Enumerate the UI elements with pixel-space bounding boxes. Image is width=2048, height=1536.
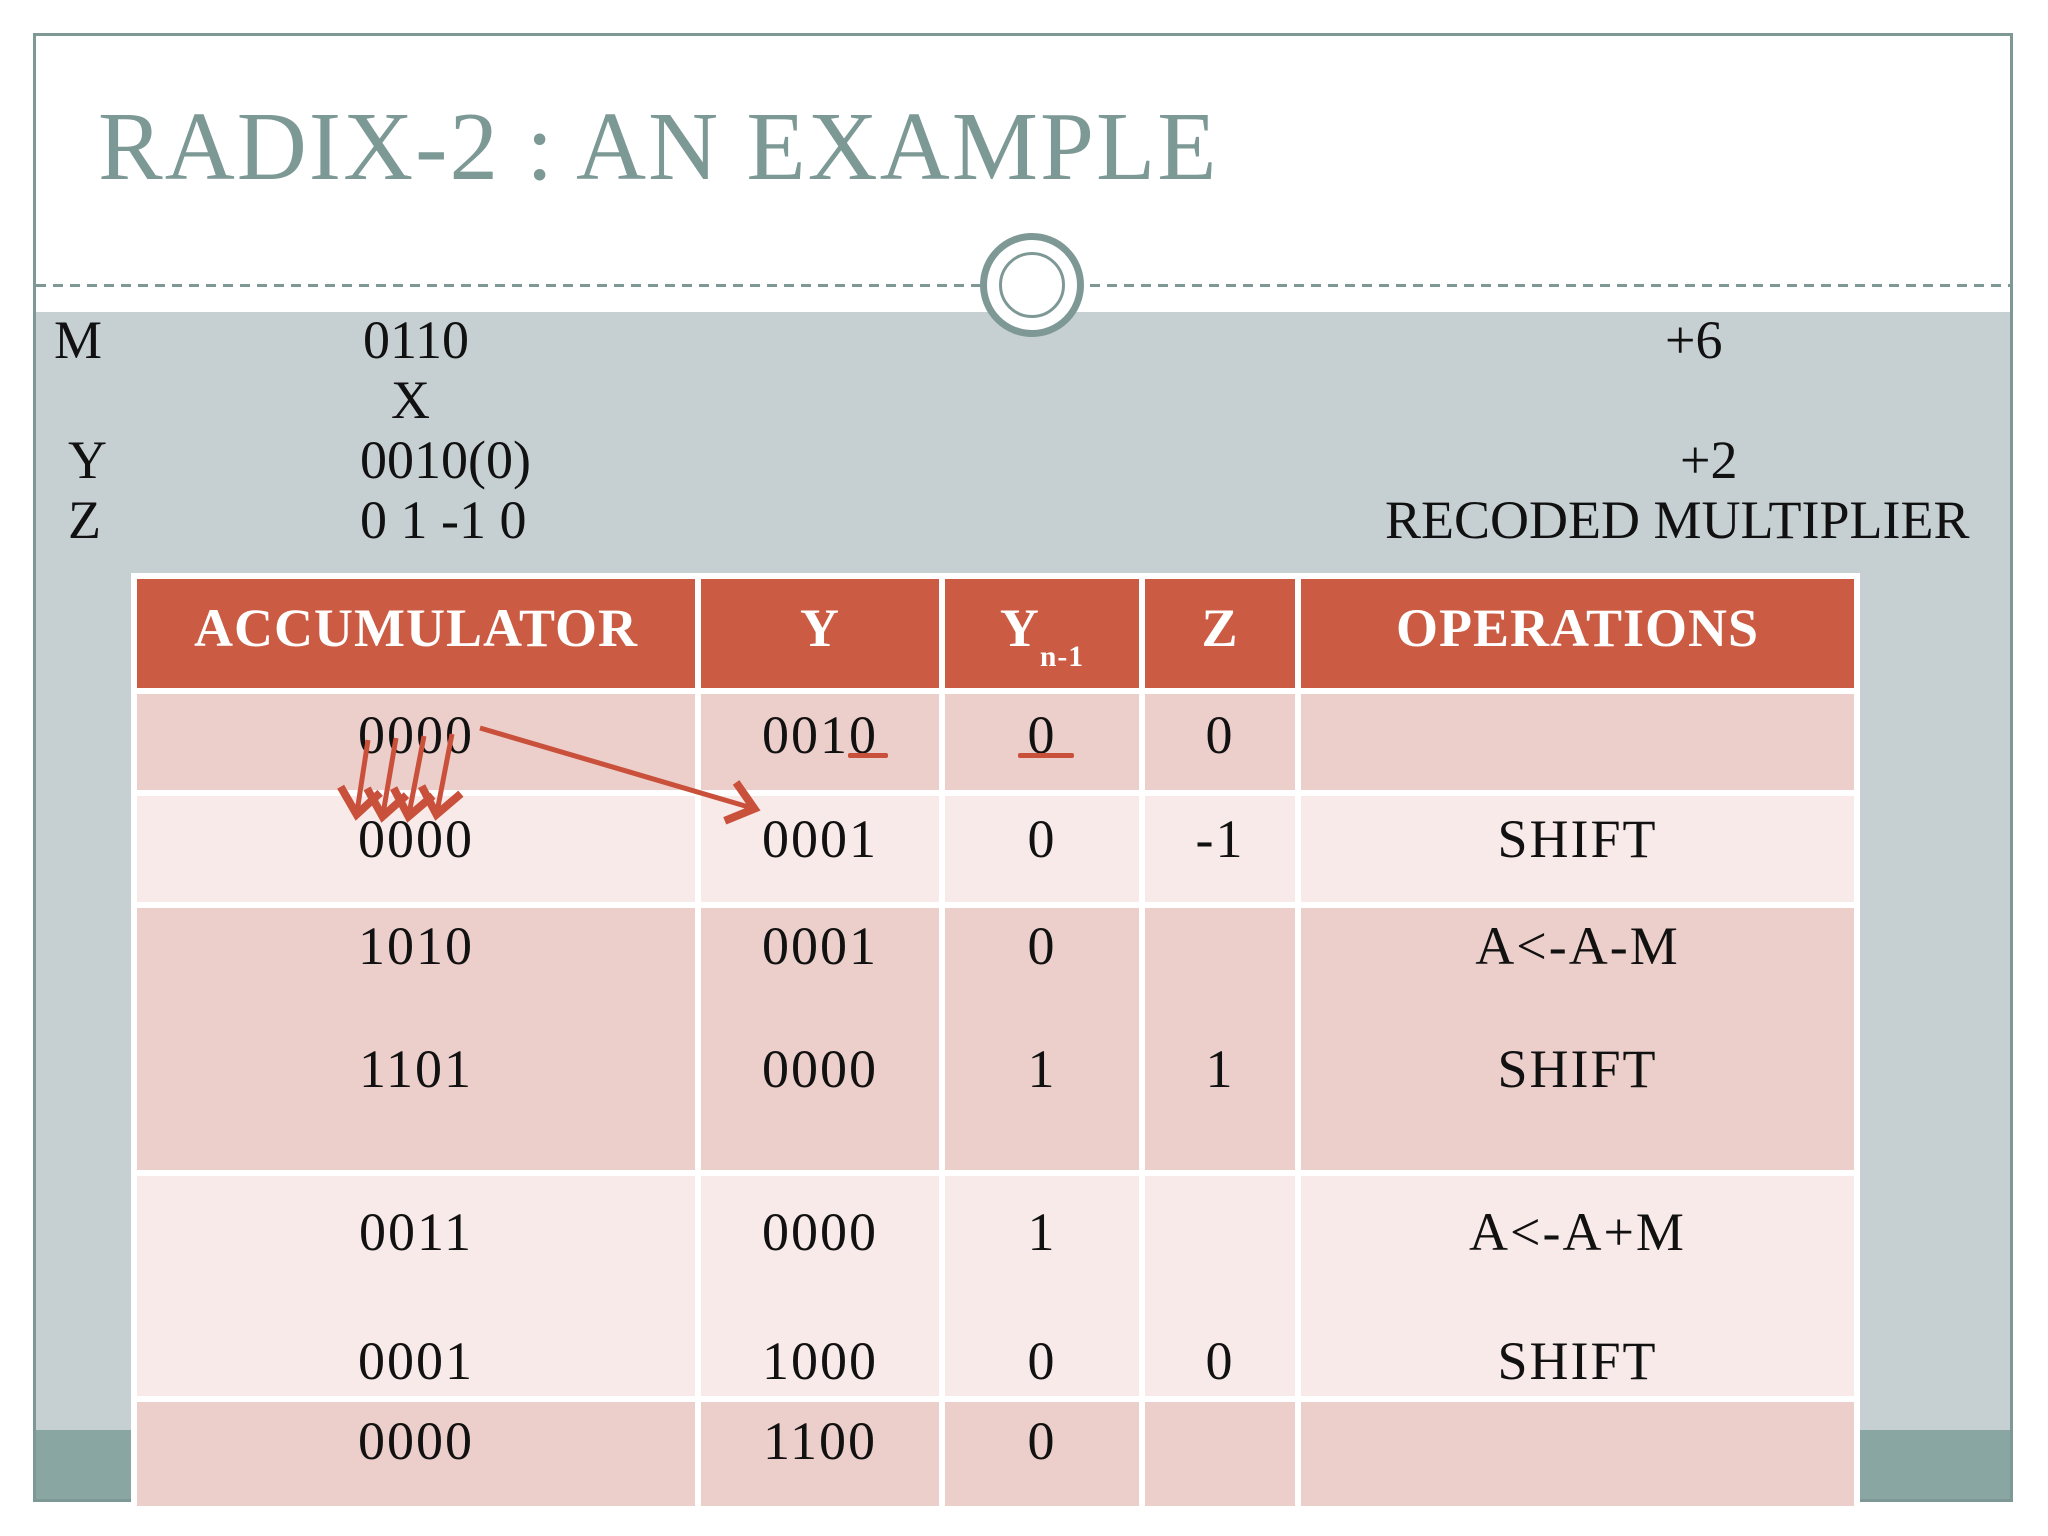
table-cell-z: 0 bbox=[1145, 694, 1295, 790]
table-cell-yn-1: 0 1 bbox=[945, 908, 1139, 1170]
header-label: OPERATIONS bbox=[1395, 598, 1760, 658]
cell-value: 0000 bbox=[762, 1039, 878, 1099]
table-cell-z: -1 bbox=[1145, 796, 1295, 902]
cell-value: 1101 bbox=[359, 1039, 473, 1099]
cell-value: 1000 bbox=[762, 1331, 878, 1391]
cell-value: SHIFT bbox=[1497, 1331, 1658, 1391]
cell-value: -1 bbox=[1195, 809, 1245, 869]
column-header-z: Z bbox=[1145, 579, 1295, 688]
cell-value: 0001 bbox=[762, 916, 878, 976]
cell-value: 1 bbox=[1027, 1039, 1057, 1099]
recoded-multiplier-caption: RECODED MULTIPLIER bbox=[1385, 490, 1970, 550]
table-cell-operations: A<-A+M SHIFT bbox=[1301, 1176, 1854, 1396]
operand-z-label: Z bbox=[68, 490, 101, 550]
cell-value: A<-A+M bbox=[1469, 1202, 1686, 1262]
table-cell-yn-1: 0 bbox=[945, 1402, 1139, 1506]
table-cell-z: 1 bbox=[1145, 908, 1295, 1170]
cell-value: SHIFT bbox=[1497, 809, 1658, 869]
table-cell-operations bbox=[1301, 694, 1854, 790]
cell-value: 1 bbox=[1205, 1039, 1235, 1099]
table-cell-y: 0000 1000 bbox=[701, 1176, 939, 1396]
table-cell-yn-1: 0 bbox=[945, 796, 1139, 902]
cell-value: 0000 bbox=[358, 809, 474, 869]
table-cell-z: 0 bbox=[1145, 1176, 1295, 1396]
annotation-underline-yn1-bit bbox=[1018, 753, 1074, 758]
header-subscript: n-1 bbox=[1039, 641, 1085, 673]
table-cell-yn-1: 0 bbox=[945, 694, 1139, 790]
multiply-sign: X bbox=[391, 370, 430, 430]
operand-m-label: M bbox=[54, 310, 103, 370]
cell-value: 0 bbox=[1027, 809, 1057, 869]
table-cell-z bbox=[1145, 1402, 1295, 1506]
header-label: Y bbox=[800, 598, 840, 658]
operand-y-value: 0010(0) bbox=[360, 430, 531, 490]
table-cell-y: 0010 bbox=[701, 694, 939, 790]
divider-circle-inner-ring bbox=[999, 252, 1065, 318]
column-header-y: Y bbox=[701, 579, 939, 688]
cell-value: 1010 bbox=[358, 916, 474, 976]
table-cell-yn-1: 1 0 bbox=[945, 1176, 1139, 1396]
cell-value: 0001 bbox=[358, 1331, 474, 1391]
table-cell-accumulator: 0000 bbox=[137, 1402, 695, 1506]
operand-z-value: 0 1 -1 0 bbox=[360, 490, 527, 550]
page-title: RADIX-2 : AN EXAMPLE bbox=[98, 93, 1219, 200]
cell-value: 0 bbox=[1027, 1331, 1057, 1391]
operand-m-decimal: +6 bbox=[1665, 310, 1723, 370]
table-cell-accumulator: 0000 bbox=[137, 796, 695, 902]
table-cell-y: 0001 0000 bbox=[701, 908, 939, 1170]
cell-value: 0011 bbox=[359, 1202, 473, 1262]
column-header-operations: OPERATIONS bbox=[1301, 579, 1854, 688]
table-cell-accumulator: 0011 0001 bbox=[137, 1176, 695, 1396]
divider-circle-ornament bbox=[980, 233, 1084, 337]
table-cell-operations bbox=[1301, 1402, 1854, 1506]
operand-y-label: Y bbox=[68, 430, 107, 490]
cell-value: 0 bbox=[1027, 916, 1057, 976]
table-cell-operations: A<-A-M SHIFT bbox=[1301, 908, 1854, 1170]
header-label: ACCUMULATOR bbox=[193, 598, 638, 658]
cell-value: 0000 bbox=[358, 705, 474, 765]
annotation-underline-y-bit bbox=[848, 753, 888, 758]
cell-value: 0 bbox=[1205, 705, 1235, 765]
cell-value: 0000 bbox=[358, 1411, 474, 1471]
cell-value: A<-A-M bbox=[1475, 916, 1680, 976]
table-cell-operations: SHIFT bbox=[1301, 796, 1854, 902]
cell-value: 0000 bbox=[762, 1202, 878, 1262]
operand-m-value: 0110 bbox=[363, 310, 469, 370]
cell-value: 0 bbox=[1027, 1411, 1057, 1471]
cell-value: 0001 bbox=[762, 809, 878, 869]
cell-value: SHIFT bbox=[1497, 1039, 1658, 1099]
cell-value: 0 bbox=[1205, 1331, 1235, 1391]
table-cell-accumulator: 1010 1101 bbox=[137, 908, 695, 1170]
header-label: Y bbox=[999, 598, 1040, 658]
cell-value: 1100 bbox=[763, 1411, 877, 1471]
operand-y-decimal: +2 bbox=[1680, 430, 1738, 490]
header-label: Z bbox=[1201, 598, 1239, 658]
cell-value: 0010 bbox=[762, 705, 878, 765]
table-cell-accumulator: 0000 bbox=[137, 694, 695, 790]
cell-value: 1 bbox=[1027, 1202, 1057, 1262]
table-cell-y: 0001 bbox=[701, 796, 939, 902]
column-header-accumulator: ACCUMULATOR bbox=[137, 579, 695, 688]
table-cell-y: 1100 bbox=[701, 1402, 939, 1506]
